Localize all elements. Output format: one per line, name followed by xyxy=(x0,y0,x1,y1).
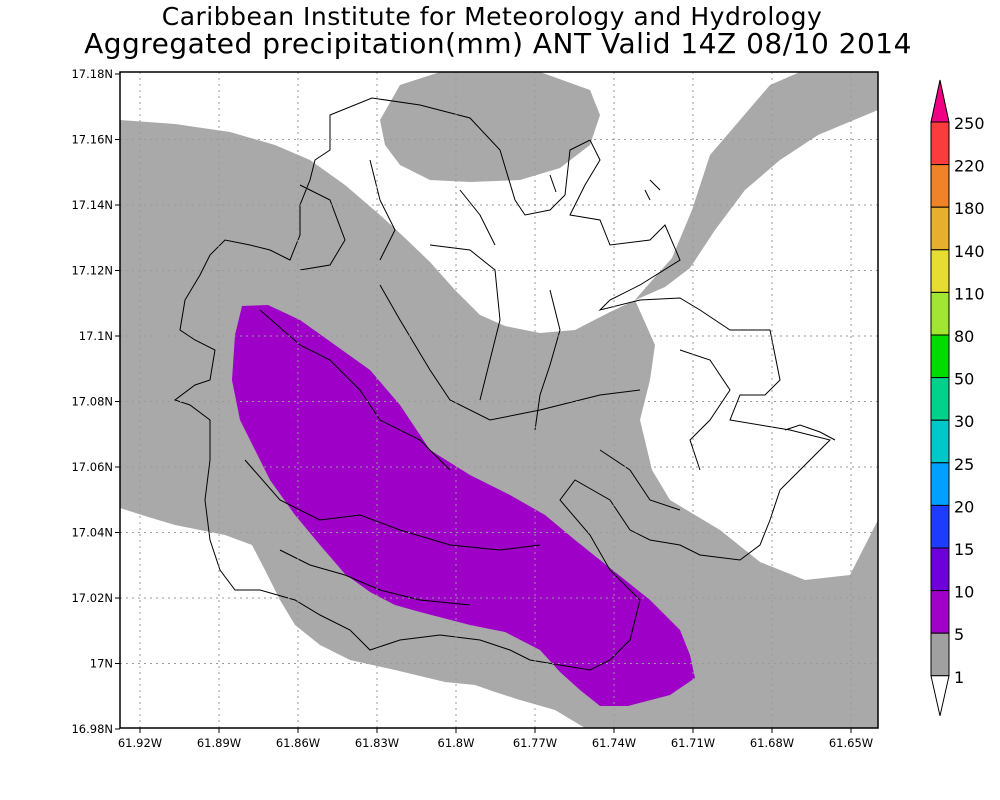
y-tick-label: 17N xyxy=(90,657,113,671)
x-tick-label: 61.65W xyxy=(829,736,873,750)
y-tick-label: 17.1N xyxy=(79,329,113,343)
colorbar-segment xyxy=(930,164,950,208)
y-tick-label: 17.18N xyxy=(71,67,113,81)
x-tick-label: 61.74W xyxy=(592,736,636,750)
x-tick-label: 61.8W xyxy=(438,736,475,750)
y-axis-ticks: 17.18N 17.16N 17.14N 17.12N 17.1N 17.08N 17.06… xyxy=(71,67,120,736)
chart-subtitle: Aggregated precipitation(mm) ANT Valid 1… xyxy=(84,27,912,60)
precip-region-gray xyxy=(120,72,878,728)
colorbar-segment xyxy=(930,504,950,549)
colorbar-label: 50 xyxy=(954,370,974,389)
colorbar-label: 110 xyxy=(954,284,985,303)
precip-region-gray-north xyxy=(380,72,600,182)
colorbar-segment xyxy=(930,249,950,293)
colorbar-label: 180 xyxy=(954,199,985,218)
colorbar-segment xyxy=(930,547,950,592)
y-tick-label: 17.12N xyxy=(71,264,113,278)
island-outlines xyxy=(173,97,836,671)
colorbar-segment xyxy=(930,462,950,506)
precip-region-purple xyxy=(232,305,695,706)
chart-title: Caribbean Institute for Meteorology and … xyxy=(161,2,823,31)
colorbar-label: 1 xyxy=(954,668,964,687)
x-tick-label: 61.89W xyxy=(197,736,241,750)
x-tick-label: 61.83W xyxy=(355,736,399,750)
x-tick-label: 61.92W xyxy=(118,736,162,750)
y-tick-label: 16.98N xyxy=(71,722,113,736)
y-tick-label: 17.02N xyxy=(71,591,113,605)
y-tick-label: 17.16N xyxy=(71,133,113,147)
colorbar-label: 80 xyxy=(954,327,974,346)
y-tick-label: 17.14N xyxy=(71,198,113,212)
colorbar-label: 15 xyxy=(954,540,974,559)
colorbar: 250 220 180 140 110 80 50 30 25 20 15 10 5 1 xyxy=(930,79,985,716)
y-tick-label: 17.04N xyxy=(71,526,113,540)
colorbar-label: 20 xyxy=(954,497,974,516)
colorbar-segment xyxy=(930,419,950,464)
colorbar-segment xyxy=(930,590,950,634)
x-tick-label: 61.71W xyxy=(671,736,715,750)
colorbar-label: 140 xyxy=(954,242,985,261)
y-tick-label: 17.08N xyxy=(71,395,113,409)
colorbar-bottom-arrow xyxy=(930,675,950,716)
colorbar-label: 220 xyxy=(954,157,985,176)
plot-border xyxy=(119,71,879,729)
colorbar-label: 10 xyxy=(954,583,974,602)
colorbar-segment xyxy=(930,121,950,166)
colorbar-segment xyxy=(930,206,950,251)
colorbar-segment xyxy=(930,632,950,677)
colorbar-label: 5 xyxy=(954,625,964,644)
colorbar-label: 25 xyxy=(954,455,974,474)
colorbar-top-arrow xyxy=(930,79,950,123)
x-tick-label: 61.77W xyxy=(513,736,557,750)
y-tick-label: 17.06N xyxy=(71,460,113,474)
x-tick-label: 61.86W xyxy=(276,736,320,750)
colorbar-label: 30 xyxy=(954,412,974,431)
colorbar-label: 250 xyxy=(954,114,985,133)
colorbar-segment xyxy=(930,334,950,379)
x-tick-label: 61.68W xyxy=(750,736,794,750)
colorbar-segment xyxy=(930,291,950,336)
gridlines xyxy=(120,72,878,728)
x-axis-ticks: 61.92W 61.89W 61.86W 61.83W 61.8W 61.77W 61.74… xyxy=(118,728,873,750)
colorbar-segment xyxy=(930,377,950,421)
